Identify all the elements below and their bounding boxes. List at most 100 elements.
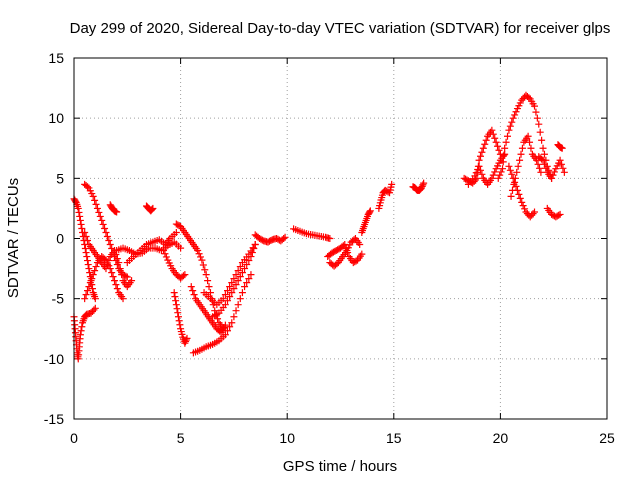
data-point-plus	[112, 281, 120, 289]
data-point-plus	[526, 138, 534, 146]
data-point-plus	[228, 279, 236, 287]
data-point-plus	[478, 148, 486, 156]
data-point-plus	[76, 216, 84, 224]
data-point-plus	[92, 263, 100, 271]
data-point-plus	[174, 309, 182, 317]
data-point-plus	[182, 338, 190, 346]
data-point-plus	[219, 295, 227, 303]
data-point-plus	[505, 126, 513, 134]
data-point-plus	[518, 144, 526, 152]
data-point-plus	[488, 126, 496, 134]
data-point-plus	[248, 249, 256, 257]
data-point-plus	[549, 171, 557, 179]
data-point-plus	[226, 283, 234, 291]
data-point-plus	[525, 94, 533, 102]
data-point-plus	[534, 160, 542, 168]
data-point-plus	[356, 241, 364, 249]
data-point-plus	[221, 291, 229, 299]
data-point-plus	[238, 269, 246, 277]
data-point-plus	[118, 271, 126, 279]
data-point-plus	[488, 174, 496, 182]
data-point-plus	[281, 233, 289, 241]
data-point-plus	[228, 289, 236, 297]
y-tick-label: -5	[52, 291, 65, 307]
data-point-plus	[241, 265, 249, 273]
data-point-plus	[160, 247, 168, 255]
data-point-plus	[194, 247, 202, 255]
data-point-plus	[181, 271, 189, 279]
series-arc-16	[209, 241, 259, 321]
data-point-plus	[418, 182, 426, 190]
data-point-plus	[358, 250, 366, 258]
x-axis-label: GPS time / hours	[283, 458, 397, 475]
x-tick-label: 25	[599, 430, 615, 446]
series-arc-10	[160, 247, 189, 282]
data-point-plus	[172, 297, 180, 305]
data-point-plus	[511, 174, 519, 182]
data-point-plus	[538, 155, 546, 163]
data-point-plus	[420, 179, 428, 187]
data-point-plus	[88, 285, 96, 293]
data-point-plus	[199, 261, 207, 269]
data-point-plus	[419, 181, 427, 189]
data-point-plus	[221, 331, 229, 339]
data-point-plus	[76, 212, 84, 220]
data-point-plus	[82, 291, 90, 299]
data-point-plus	[512, 108, 520, 116]
series-arc-22	[375, 180, 396, 212]
data-point-plus	[505, 162, 513, 170]
data-point-plus	[529, 210, 537, 218]
data-point-plus	[77, 220, 85, 228]
data-point-plus	[226, 323, 234, 331]
data-point-plus	[481, 140, 489, 148]
data-point-plus	[499, 158, 507, 166]
data-point-plus	[115, 259, 123, 267]
data-point-plus	[251, 241, 259, 249]
data-point-plus	[250, 245, 258, 253]
data-point-plus	[494, 142, 502, 150]
data-point-plus	[245, 275, 253, 283]
data-point-plus	[103, 232, 111, 240]
data-point-plus	[558, 144, 566, 152]
data-point-plus	[161, 250, 169, 258]
data-point-plus	[76, 331, 84, 339]
data-point-plus	[109, 273, 117, 281]
data-point-plus	[83, 253, 91, 261]
data-point-plus	[472, 169, 480, 177]
data-point-plus	[95, 208, 103, 216]
data-point-plus	[519, 202, 527, 210]
data-point-plus	[556, 156, 564, 164]
y-tick-label: 5	[56, 170, 64, 186]
data-point-plus	[531, 208, 539, 216]
data-point-plus	[71, 197, 79, 205]
data-point-plus	[475, 156, 483, 164]
data-point-plus	[74, 204, 82, 212]
data-point-plus	[514, 162, 522, 170]
data-point-plus	[102, 265, 110, 273]
data-point-plus	[513, 168, 521, 176]
data-point-plus	[128, 277, 136, 285]
data-point-plus	[172, 228, 180, 236]
data-point-plus	[198, 256, 206, 264]
data-point-plus	[532, 108, 540, 116]
axis-ticks: 0 5 10 15 20 25 -15 -10 -5 0 5 10 15	[44, 50, 615, 446]
data-point-plus	[234, 267, 242, 275]
data-point-plus	[119, 295, 127, 303]
data-point-plus	[219, 325, 227, 333]
data-point-plus	[506, 166, 514, 174]
data-point-plus	[500, 151, 508, 159]
data-point-plus	[555, 211, 563, 219]
data-point-plus	[112, 251, 120, 259]
data-point-plus	[108, 269, 116, 277]
data-point-plus	[230, 313, 238, 321]
series-arc-6	[106, 201, 121, 216]
data-point-plus	[489, 171, 497, 179]
data-point-plus	[85, 283, 93, 291]
data-point-plus	[482, 136, 490, 144]
data-point-plus	[477, 152, 485, 160]
data-point-plus	[475, 162, 483, 170]
data-point-plus	[205, 283, 213, 291]
data-point-plus	[542, 164, 550, 172]
data-point-plus	[509, 114, 517, 122]
